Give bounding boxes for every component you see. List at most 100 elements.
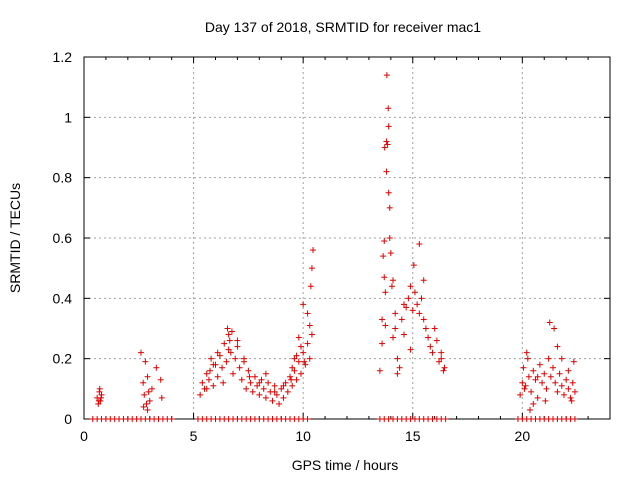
x-tick-label: 10: [295, 428, 311, 444]
data-point: [234, 337, 241, 344]
data-point: [394, 355, 401, 362]
y-tick-label: 0.4: [53, 290, 73, 306]
x-tick-label: 20: [515, 428, 531, 444]
data-point: [545, 355, 552, 362]
x-tick-label: 0: [80, 428, 88, 444]
data-point: [225, 346, 232, 353]
data-point: [386, 235, 393, 241]
data-point: [95, 397, 102, 404]
data-point: [144, 406, 151, 413]
data-point: [400, 301, 407, 308]
data-point: [571, 388, 578, 395]
data-point: [398, 316, 405, 323]
data-point: [521, 385, 528, 392]
x-tick-label: 5: [190, 428, 198, 444]
data-point: [524, 355, 531, 362]
grid-lines: [84, 57, 610, 419]
data-point: [390, 334, 397, 341]
data-point: [427, 343, 434, 350]
data-point: [269, 397, 276, 404]
data-point: [157, 376, 164, 383]
data-point: [291, 355, 298, 362]
data-point: [554, 388, 561, 395]
data-point: [153, 364, 160, 371]
data-point: [563, 376, 570, 383]
data-point: [550, 364, 557, 371]
data-point: [382, 289, 389, 296]
data-point: [223, 358, 230, 365]
data-point: [219, 364, 226, 371]
data-point: [143, 400, 150, 407]
data-point: [442, 416, 449, 422]
data-point: [532, 376, 539, 383]
data-point: [420, 277, 427, 284]
data-point: [376, 367, 383, 374]
data-point: [385, 189, 392, 196]
data-point: [221, 340, 228, 347]
data-point: [392, 310, 399, 317]
data-point: [420, 316, 427, 323]
data-point: [220, 379, 227, 386]
data-point: [388, 283, 395, 290]
data-point: [227, 349, 234, 356]
y-tick-label: 0: [64, 411, 72, 427]
data-point: [210, 382, 217, 389]
y-tick-label: 0.2: [53, 351, 73, 367]
data-point: [387, 250, 394, 257]
data-point: [383, 72, 390, 79]
data-point: [228, 328, 235, 335]
data-point: [519, 379, 526, 386]
data-point: [416, 310, 423, 317]
data-point: [146, 397, 153, 404]
data-point: [384, 141, 391, 148]
data-point: [547, 373, 554, 380]
data-point: [297, 370, 304, 377]
data-point: [295, 358, 302, 365]
data-points: [89, 72, 578, 422]
data-point: [418, 295, 425, 302]
data-point: [407, 283, 414, 290]
data-point: [291, 367, 298, 374]
data-point: [571, 416, 578, 422]
series-SRMTID: [94, 72, 578, 413]
data-point: [224, 325, 231, 332]
data-point: [407, 346, 414, 353]
data-point: [539, 379, 546, 386]
data-point: [271, 388, 278, 395]
data-point: [436, 358, 443, 365]
data-point: [440, 367, 447, 374]
data-point: [380, 253, 387, 260]
data-point: [567, 394, 574, 401]
y-axis-label: SRMTID / TECUs: [7, 183, 23, 293]
data-point: [385, 105, 392, 112]
data-point: [543, 385, 550, 392]
data-point: [260, 385, 267, 392]
data-point: [144, 373, 151, 380]
data-point: [429, 349, 436, 356]
data-point: [301, 358, 308, 365]
data-point: [534, 394, 541, 401]
data-point: [199, 379, 206, 386]
data-point: [528, 388, 535, 395]
data-point: [168, 416, 175, 422]
data-point: [245, 367, 252, 374]
data-point: [383, 168, 390, 175]
data-point: [522, 382, 529, 389]
data-point: [554, 343, 561, 350]
data-point: [560, 391, 567, 398]
data-point: [158, 394, 165, 401]
data-point: [304, 310, 311, 317]
data-point: [306, 355, 313, 362]
data-point: [386, 204, 393, 211]
data-point: [293, 376, 300, 383]
data-point: [243, 385, 250, 392]
data-point: [308, 265, 315, 272]
data-point: [565, 367, 572, 374]
data-point: [431, 325, 438, 332]
data-point: [288, 376, 295, 383]
data-point: [95, 400, 102, 407]
data-point: [523, 349, 530, 356]
data-point: [276, 400, 283, 407]
data-point: [208, 355, 215, 362]
